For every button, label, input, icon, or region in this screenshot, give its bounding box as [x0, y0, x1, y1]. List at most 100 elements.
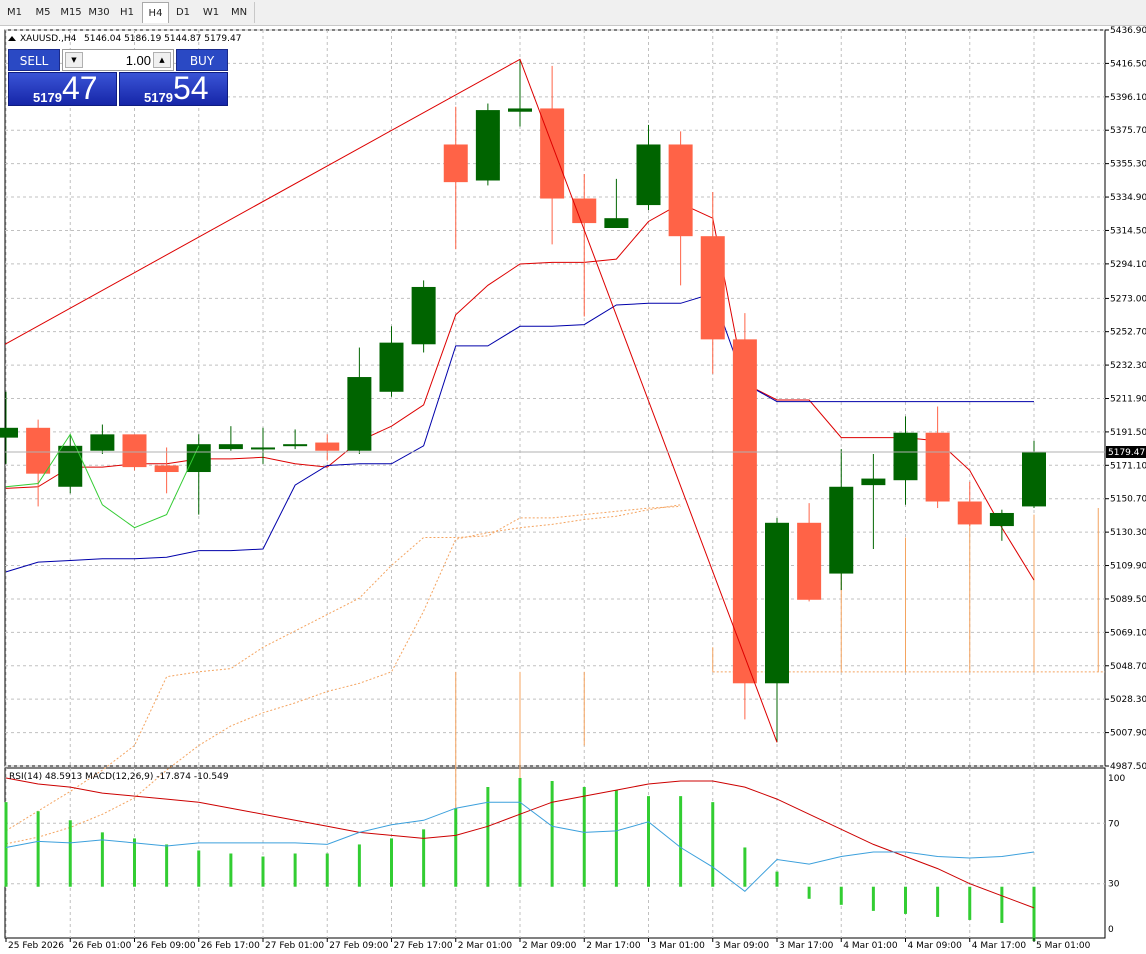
time-axis-label: 3 Mar 09:00: [715, 941, 770, 951]
lot-decrease-icon[interactable]: ▼: [65, 52, 83, 68]
candle-body: [797, 522, 822, 600]
indicator-header: RSI(14) 48.5913 MACD(12,26,9) -17.874 -1…: [9, 772, 229, 782]
time-axis-label: 4 Mar 09:00: [908, 941, 963, 951]
zigzag-line: [4, 58, 778, 743]
overlay-lines: [4, 58, 778, 743]
candle-body: [315, 442, 340, 451]
timeframe-m1[interactable]: M1: [7, 7, 22, 18]
candle-body: [379, 342, 404, 392]
candle-body: [1022, 452, 1046, 507]
candle-body: [893, 432, 918, 481]
buy-button[interactable]: BUY: [176, 49, 228, 71]
candle-body: [251, 447, 275, 450]
ichimoku-span-b: [5, 504, 681, 845]
candle-body: [122, 434, 147, 468]
candle-body: [283, 444, 308, 447]
time-axis-label: 4 Mar 17:00: [972, 941, 1027, 951]
price-axis-label: 5171.10: [1110, 461, 1146, 471]
lot-increase-icon[interactable]: ▲: [153, 52, 171, 68]
candle-body: [0, 427, 18, 438]
time-axis-label: 4 Mar 01:00: [843, 941, 898, 951]
price-axis-label: 5355.30: [1110, 160, 1146, 170]
price-axis-label: 5007.90: [1110, 729, 1146, 739]
candle-body: [572, 198, 597, 224]
candle-body: [443, 144, 468, 183]
candle-body: [186, 444, 211, 473]
candle-body: [989, 512, 1014, 527]
candle-body: [26, 427, 51, 474]
time-axis-label: 3 Mar 01:00: [651, 941, 706, 951]
candle-body: [668, 144, 693, 237]
price-axis-label: 5334.90: [1110, 193, 1146, 203]
ohlc-label: 5146.04 5186.19 5144.87 5179.47: [84, 34, 241, 44]
upper-channel-line: [5, 202, 1035, 581]
buy-price-prefix: 5179: [144, 90, 173, 105]
price-axis-label: 5150.70: [1110, 495, 1146, 505]
lot-size-input[interactable]: [85, 51, 151, 69]
candle-body: [732, 339, 757, 684]
buy-price-pips: 54: [173, 70, 209, 106]
time-axis-label: 5 Mar 01:00: [1036, 941, 1091, 951]
sell-price-button[interactable]: 5179 47: [8, 70, 117, 106]
current-price-marker: [1106, 446, 1146, 458]
one-click-trading-panel: SELL ▼ ▲ BUY 5179 47 5179 54: [8, 48, 228, 106]
candle-body: [604, 218, 629, 229]
timeframe-m15[interactable]: M15: [60, 7, 82, 18]
price-axis-label: 4987.50: [1110, 762, 1146, 772]
candle-body: [829, 486, 854, 574]
price-axis-label: 5069.10: [1110, 628, 1146, 638]
timeframe-h1[interactable]: H1: [120, 7, 134, 18]
price-axis-label: 5273.00: [1110, 294, 1146, 304]
indicator-axis-label: 30: [1108, 880, 1120, 890]
candle-body: [700, 236, 725, 340]
sell-price-prefix: 5179: [33, 90, 62, 105]
price-axis-label: 5375.70: [1110, 126, 1146, 136]
candle-body: [154, 465, 179, 473]
timeframe-mn[interactable]: MN: [230, 7, 248, 18]
time-axis-label: 3 Mar 17:00: [779, 941, 834, 951]
indicator-axis-label: 70: [1108, 819, 1120, 829]
candle-body: [90, 434, 115, 451]
price-axis-label: 5028.30: [1110, 695, 1146, 705]
price-axis-label: 5416.50: [1110, 59, 1146, 69]
price-axis-label: 5089.50: [1110, 595, 1146, 605]
green-indicator-line: [5, 433, 200, 529]
timeframe-w1[interactable]: W1: [202, 7, 220, 18]
time-axis-label: 26 Feb 17:00: [201, 941, 260, 951]
price-chart[interactable]: 5436.90 5416.50 5396.10 5375.70 5355.30 5334.…: [0, 26, 1146, 954]
time-axis-label: 27 Feb 01:00: [265, 941, 324, 951]
candle-body: [765, 522, 789, 684]
indicator-plot: 100 70 30 0: [4, 774, 1125, 942]
lower-channel-line: [5, 292, 1034, 573]
candle-body: [925, 432, 950, 502]
candle-body: [475, 110, 500, 181]
price-axis-label: 5232.30: [1110, 361, 1146, 371]
price-axis-label: 5109.90: [1110, 562, 1146, 572]
price-axis-label: 5048.70: [1110, 662, 1146, 672]
rsi-line: [5, 801, 1035, 892]
candle-body: [636, 144, 661, 206]
macd-signal-line: [5, 777, 1035, 909]
timeframe-m30[interactable]: M30: [88, 7, 110, 18]
timeframe-toolbar: M1 M5 M15 M30 H1 H4 D1 W1 MN: [0, 0, 1146, 26]
timeframe-m5[interactable]: M5: [35, 7, 51, 18]
symbol-label: XAUUSD.,H4: [20, 34, 77, 44]
time-axis-label: 26 Feb 01:00: [72, 941, 131, 951]
sell-button[interactable]: SELL: [8, 49, 60, 71]
price-axis-label: 5211.90: [1110, 394, 1146, 404]
channel-lines: [5, 202, 1035, 581]
collapse-triangle-icon[interactable]: [8, 36, 16, 41]
time-axis-label: 2 Mar 17:00: [586, 941, 641, 951]
time-axis-label: 2 Mar 09:00: [522, 941, 577, 951]
toolbar-divider: [254, 2, 255, 23]
indicator-axis-label: 100: [1108, 774, 1125, 784]
sell-price-pips: 47: [62, 70, 98, 106]
buy-price-button[interactable]: 5179 54: [119, 70, 228, 106]
price-axis-label: 5191.50: [1110, 428, 1146, 438]
candle-body: [218, 444, 243, 450]
indicator-frame: [4, 767, 1106, 939]
timeframe-h4[interactable]: H4: [142, 2, 169, 23]
price-axis-label: 5130.30: [1110, 528, 1146, 538]
time-axis-label: 25 Feb 2026: [8, 941, 64, 951]
timeframe-d1[interactable]: D1: [175, 7, 191, 18]
